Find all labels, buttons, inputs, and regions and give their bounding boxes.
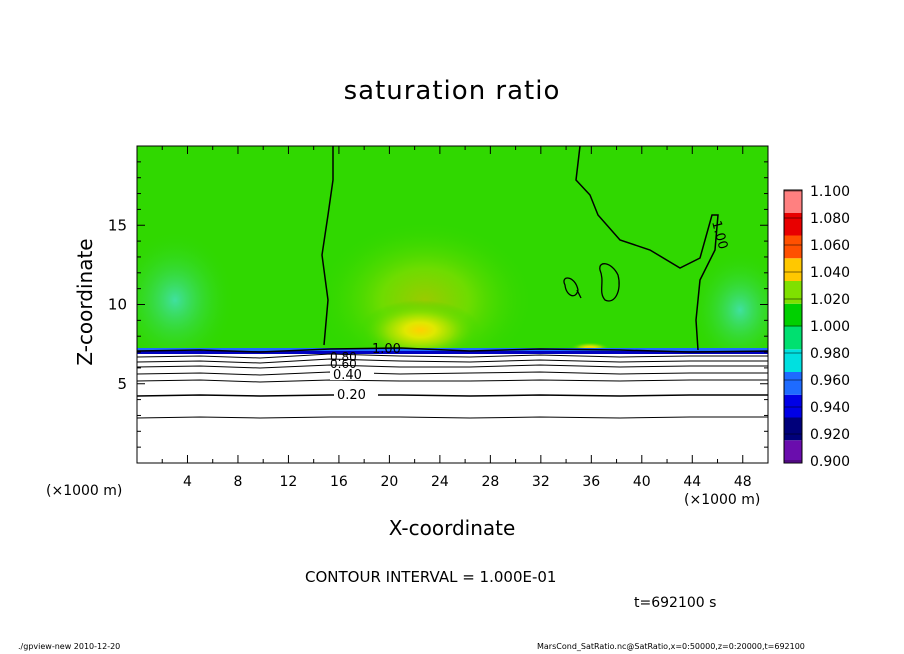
colorbar-swatch [784,235,802,259]
colorbar-swatch [784,281,802,304]
colorbar-label: 1.040 [810,265,850,281]
colorbar: 0.900 0.920 0.940 0.960 0.980 1.000 1.020 1.040… [783,184,850,470]
colorbar-swatch [784,303,802,327]
colorbar-swatch [784,326,802,350]
contour-label-6: 0.20 [337,388,366,403]
colorbar-frame [783,189,803,464]
x-tick-label: 12 [280,474,298,490]
x-unit-right: (×1000 m) [684,492,761,508]
x-tick-label: 4 [183,474,192,490]
colorbar-swatch [784,372,802,395]
colorbar-swatch [784,440,802,463]
contour-label-2: 1.00 [708,219,730,251]
x-tick-label: 28 [481,474,499,490]
colorbar-label: 1.100 [810,184,850,200]
time-text: t=692100 s [634,595,717,611]
colorbar-label: 1.060 [810,238,850,254]
contour-interval-text: CONTOUR INTERVAL = 1.000E-01 [305,568,557,586]
y-tick-label: 5 [117,375,127,393]
colorbar-label: 0.980 [810,346,850,362]
x-unit-left: (×1000 m) [46,483,123,499]
contour-label-5: 0.40 [333,368,362,383]
colorbar-label: 0.900 [810,454,850,470]
colorbar-swatch [784,394,802,418]
colorbar-swatch [784,258,802,281]
x-tick-label: 44 [683,474,701,490]
contour-label-4: 0.60 [330,357,357,371]
footer-right: MarsCond_SatRatio.nc@SatRatio,x=0:50000,… [537,642,805,651]
x-tick-label: 20 [380,474,398,490]
x-tick-label: 24 [431,474,449,490]
colorbar-label: 0.940 [810,400,850,416]
colorbar-label: 0.920 [810,427,850,443]
y-axis-ticks: 5 10 15 [108,161,768,448]
contour-label-3: 0.80 [330,350,357,364]
heatmap-field [137,146,768,463]
y-tick-label: 10 [108,296,127,314]
x-tick-label: 16 [330,474,348,490]
contour-label-1: 1.00 [372,342,401,357]
colorbar-swatch [784,190,802,213]
y-tick-label: 15 [108,216,127,234]
x-tick-label: 32 [532,474,550,490]
colorbar-label: 1.080 [810,211,850,227]
x-axis-label: X-coordinate [388,516,516,540]
footer-left: ./gpview-new 2010-12-20 [18,642,121,651]
colorbar-swatch [784,349,802,372]
x-tick-label: 40 [633,474,651,490]
y-axis-label: Z-coordinate [73,238,97,366]
x-tick-label: 8 [233,474,242,490]
x-axis-ticks: 4 8 12 16 20 24 28 32 36 40 44 48 [161,146,752,490]
x-tick-label: 36 [582,474,600,490]
colorbar-swatch [784,417,802,441]
colorbar-swatch [784,212,802,236]
colorbar-label: 1.000 [810,319,850,335]
x-tick-label: 48 [734,474,752,490]
chart-title: saturation ratio [343,76,561,106]
colorbar-label: 1.020 [810,292,850,308]
colorbar-label: 0.960 [810,373,850,389]
